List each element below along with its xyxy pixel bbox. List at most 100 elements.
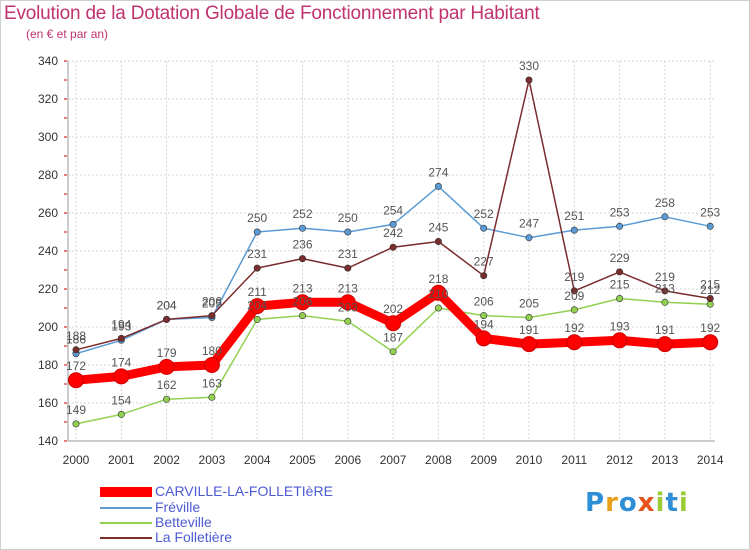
data-point: [389, 243, 397, 251]
data-label: 212: [700, 283, 720, 297]
data-label: 204: [247, 298, 267, 312]
x-tick-label: 2011: [561, 453, 587, 467]
y-tick-label: 340: [38, 54, 58, 68]
logo-letter: i: [678, 488, 689, 518]
data-point: [163, 315, 171, 323]
data-label: 227: [474, 255, 494, 269]
data-point: [570, 287, 578, 295]
data-label: 186: [66, 333, 86, 347]
data-label: 202: [383, 302, 403, 316]
y-tick-label: 300: [38, 130, 58, 144]
x-tick-label: 2003: [199, 453, 226, 467]
data-point: [163, 395, 171, 403]
data-point: [339, 294, 356, 311]
y-tick-label: 200: [38, 320, 58, 334]
data-label: 193: [111, 319, 131, 333]
data-label: 191: [655, 323, 675, 337]
data-point: [525, 76, 533, 84]
y-tick-label: 320: [38, 92, 58, 106]
chart-subtitle: (en € et par an): [26, 27, 109, 41]
data-label: 247: [519, 217, 539, 231]
x-tick-label: 2005: [289, 453, 316, 467]
data-point: [480, 272, 488, 280]
data-label: 213: [292, 281, 312, 295]
data-label: 254: [383, 203, 403, 217]
data-point: [117, 334, 125, 342]
data-label: 274: [428, 165, 448, 179]
data-point: [475, 330, 492, 347]
data-point: [298, 312, 306, 320]
data-label: 252: [474, 207, 494, 221]
data-label: 188: [66, 329, 86, 343]
data-point: [616, 268, 624, 276]
x-tick-label: 2009: [470, 453, 497, 467]
data-label: 211: [248, 285, 267, 299]
data-label: 231: [247, 247, 267, 261]
data-label: 229: [610, 251, 630, 265]
data-label: 194: [111, 317, 131, 331]
data-point: [208, 312, 216, 320]
data-label: 204: [157, 298, 177, 312]
data-point: [661, 213, 669, 221]
legend-label: La Folletière: [155, 529, 233, 545]
x-tick-label: 2013: [652, 453, 679, 467]
data-point: [117, 410, 125, 418]
data-label: 180: [202, 344, 222, 358]
data-point: [525, 234, 533, 242]
data-point: [203, 357, 220, 373]
data-point: [294, 294, 311, 311]
data-label: 149: [66, 403, 86, 417]
data-point: [430, 284, 447, 301]
y-tick-label: 220: [38, 282, 58, 296]
y-tick-label: 140: [38, 434, 58, 448]
y-tick-label: 260: [38, 206, 58, 220]
data-label: 236: [292, 238, 312, 252]
x-tick-label: 2000: [63, 453, 90, 467]
data-label: 203: [338, 300, 358, 314]
legend-label: Betteville: [155, 514, 212, 530]
data-point: [385, 315, 402, 332]
data-label: 258: [655, 196, 675, 210]
y-tick-label: 180: [38, 358, 58, 372]
data-point: [616, 222, 624, 230]
data-label: 213: [338, 281, 358, 295]
data-point: [72, 420, 80, 428]
data-label: 172: [66, 359, 86, 373]
data-point: [208, 393, 216, 401]
data-label: 219: [655, 270, 675, 284]
data-label: 218: [428, 272, 448, 286]
data-label: 194: [474, 317, 494, 331]
proxiti-logo: Proxiti: [585, 488, 695, 524]
data-label: 245: [428, 221, 448, 235]
legend-label: Fréville: [155, 499, 201, 515]
legend-swatch: [100, 537, 152, 539]
data-label: 187: [383, 331, 403, 345]
data-point: [253, 315, 261, 323]
x-tick-label: 2008: [425, 453, 452, 467]
data-point: [706, 222, 714, 230]
data-label: 253: [700, 205, 720, 219]
data-label: 219: [564, 270, 584, 284]
data-label: 242: [383, 226, 403, 240]
x-tick-label: 2006: [334, 453, 361, 467]
data-point: [298, 255, 306, 263]
data-point: [521, 336, 537, 353]
data-point: [344, 228, 352, 236]
data-point: [253, 264, 261, 272]
data-point: [570, 226, 578, 234]
data-point: [253, 228, 261, 236]
data-point: [611, 332, 628, 349]
data-point: [434, 182, 442, 190]
x-tick-label: 2012: [606, 453, 633, 467]
data-point: [344, 317, 352, 325]
data-label: 192: [700, 321, 720, 335]
legend-swatch: [100, 522, 152, 524]
data-label: 154: [111, 393, 131, 407]
data-point: [113, 368, 130, 385]
logo-letter: P: [585, 488, 606, 518]
data-label: 205: [519, 297, 539, 311]
data-label: 163: [202, 376, 222, 390]
data-point: [566, 334, 583, 351]
x-tick-label: 2001: [108, 453, 135, 467]
